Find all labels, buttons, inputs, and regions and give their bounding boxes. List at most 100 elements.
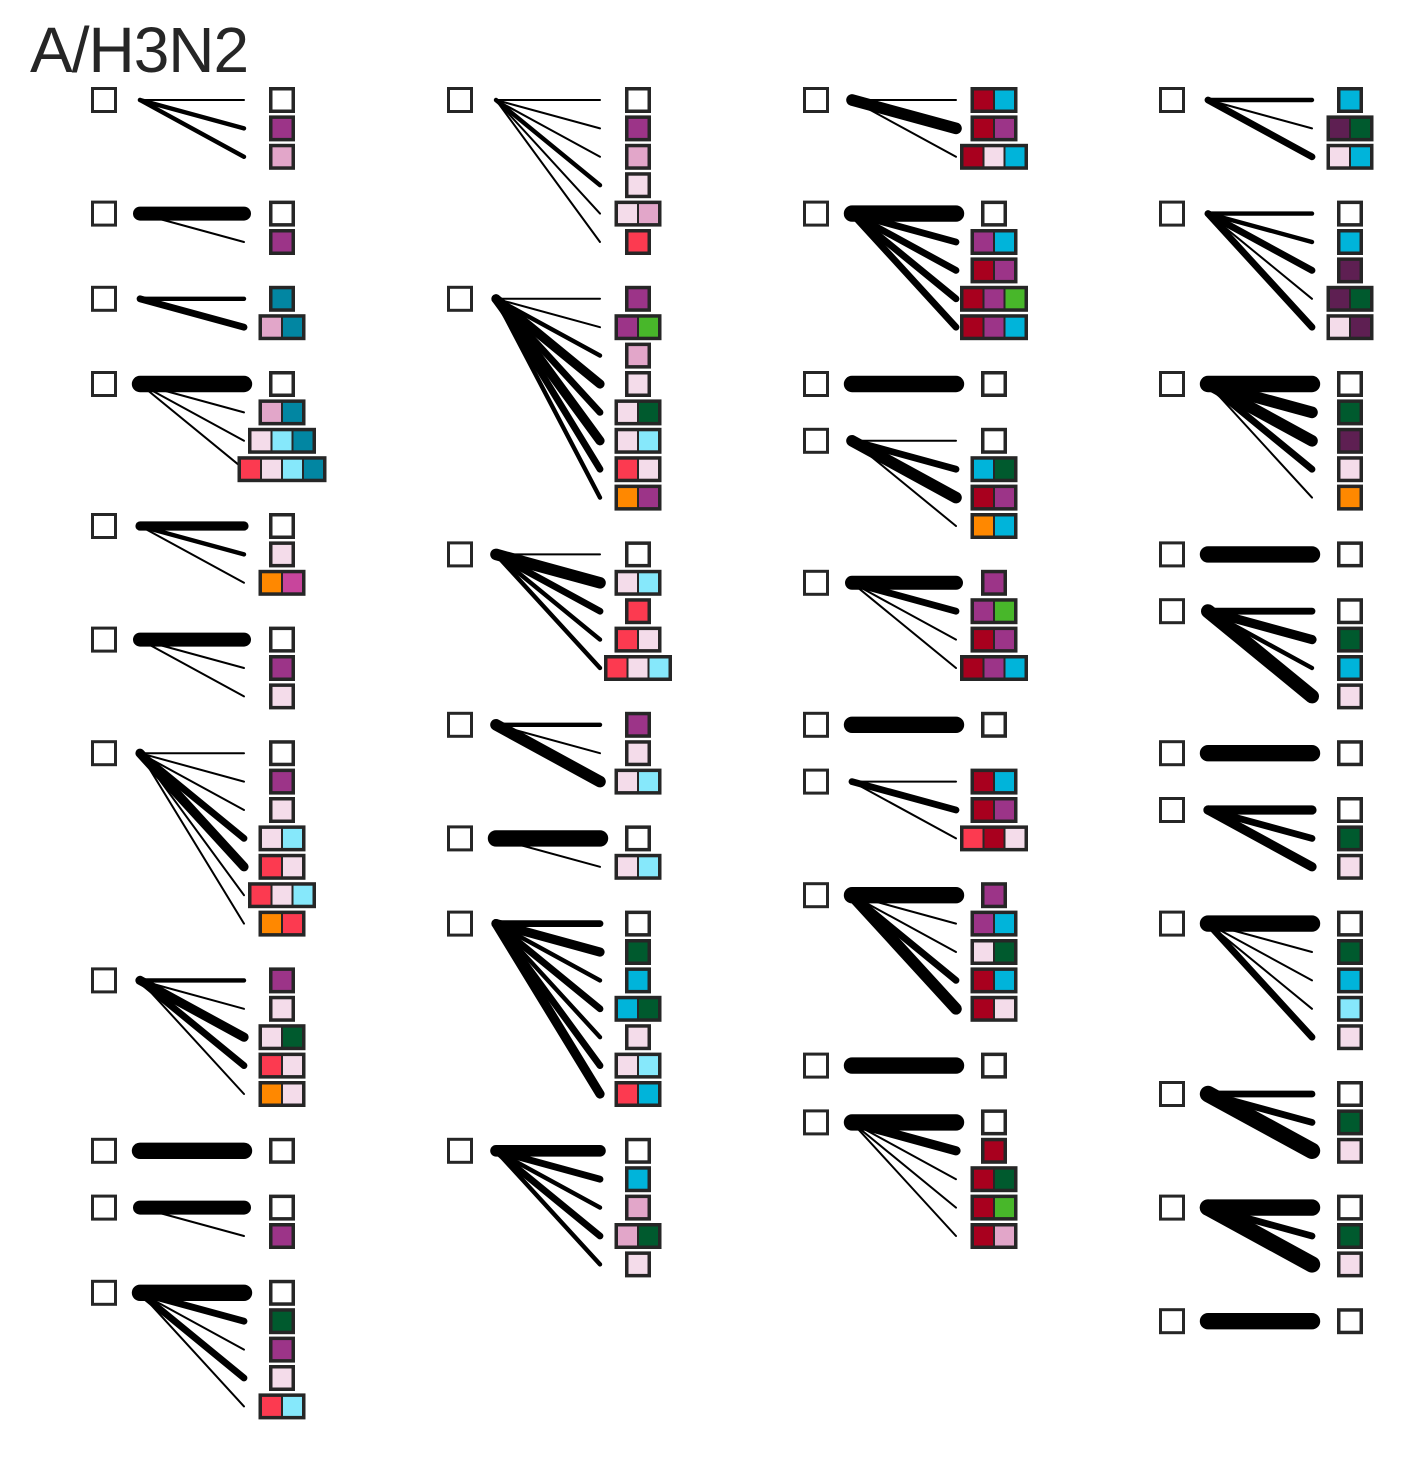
lineage-group [803, 427, 1018, 539]
child-cell [270, 429, 294, 453]
child-cell [616, 400, 639, 424]
child-cell [270, 514, 294, 538]
child-cell [281, 457, 304, 481]
connector-line [139, 752, 245, 783]
child-cell [1338, 457, 1362, 481]
connector-line [848, 210, 960, 246]
connector-line [136, 977, 248, 1069]
parent-node [1159, 598, 1185, 625]
child-cell [972, 770, 995, 794]
child-cell [972, 457, 995, 481]
child-cell [1328, 287, 1351, 311]
child-cell [626, 88, 650, 112]
child-cell [993, 258, 1016, 282]
child-cell [260, 1054, 283, 1078]
parent-node [91, 1194, 117, 1221]
connector-line [136, 1289, 248, 1382]
connector-line [492, 920, 604, 1013]
child-cell [1338, 855, 1362, 879]
child-cell [1338, 400, 1362, 424]
child-cell [637, 457, 660, 481]
lineage-group [447, 285, 662, 511]
lineage-group [91, 371, 327, 483]
child-cell [1338, 429, 1362, 453]
connector-line [493, 97, 603, 188]
child-cell [1338, 997, 1362, 1021]
child-cell [982, 315, 1006, 339]
child-cell [281, 826, 304, 850]
parent-node [447, 910, 473, 937]
child-cell [1338, 258, 1362, 282]
child-cell [616, 1054, 639, 1078]
child-cell [637, 997, 660, 1021]
connector-line [139, 979, 245, 1095]
parent-node [1159, 1308, 1185, 1335]
child-cell [637, 429, 660, 453]
connector-line [490, 718, 606, 788]
child-cell [626, 968, 650, 992]
child-cell [982, 656, 1006, 680]
lineage-group [447, 87, 662, 255]
child-cell [1338, 1309, 1362, 1333]
lineage-group [91, 1137, 295, 1164]
parent-node [447, 1137, 473, 1164]
lineage-group [803, 768, 1028, 852]
connector-line [139, 638, 245, 669]
child-cell [982, 1110, 1006, 1134]
child-cell [270, 883, 294, 907]
child-cell [626, 173, 650, 197]
connector-line [495, 99, 601, 215]
child-cell [972, 1167, 995, 1191]
lineage-group [803, 569, 1028, 681]
parent-node [1159, 797, 1185, 823]
child-cell [972, 514, 995, 538]
connector-line [1207, 922, 1313, 953]
child-cell [270, 372, 294, 396]
child-cell [281, 1394, 304, 1418]
connector-line [851, 894, 957, 953]
child-cell [993, 486, 1016, 510]
child-cell [270, 230, 294, 254]
child-cell [982, 202, 1006, 226]
parent-node [447, 285, 473, 312]
connector-line [851, 581, 957, 641]
child-cell [260, 1025, 283, 1049]
lineage-group [1159, 87, 1374, 170]
child-cell [260, 912, 283, 936]
child-cell [982, 429, 1006, 453]
child-cell [637, 1082, 660, 1106]
child-cell [281, 1054, 304, 1078]
child-cell [270, 1309, 294, 1333]
child-cell [626, 1167, 650, 1191]
connector-line [139, 752, 245, 811]
lineage-group [447, 711, 662, 795]
child-cell [637, 400, 660, 424]
child-cell [972, 599, 995, 623]
child-cell [1328, 116, 1351, 140]
parent-node [91, 1279, 117, 1306]
parent-node [1159, 910, 1185, 937]
child-cell [1349, 145, 1372, 169]
lineage-group [803, 711, 1007, 738]
child-cell [982, 713, 1006, 737]
child-cell [626, 1252, 650, 1276]
child-cell [993, 1167, 1016, 1191]
lineage-group [91, 285, 306, 341]
child-cell [1338, 656, 1362, 680]
lineage-group [1159, 598, 1363, 710]
connector-line [851, 894, 957, 925]
connector-line [139, 383, 245, 414]
child-cell [270, 542, 294, 566]
connector-line [1202, 378, 1318, 447]
parent-node [91, 371, 117, 397]
child-cell [281, 855, 304, 879]
lineage-group [91, 1194, 295, 1249]
connector-line [493, 921, 603, 983]
connector-line [1207, 99, 1313, 130]
connector-line [848, 210, 960, 331]
child-cell [281, 315, 304, 339]
child-cell [993, 628, 1016, 652]
child-cell [291, 883, 315, 907]
child-cell [270, 1196, 294, 1220]
